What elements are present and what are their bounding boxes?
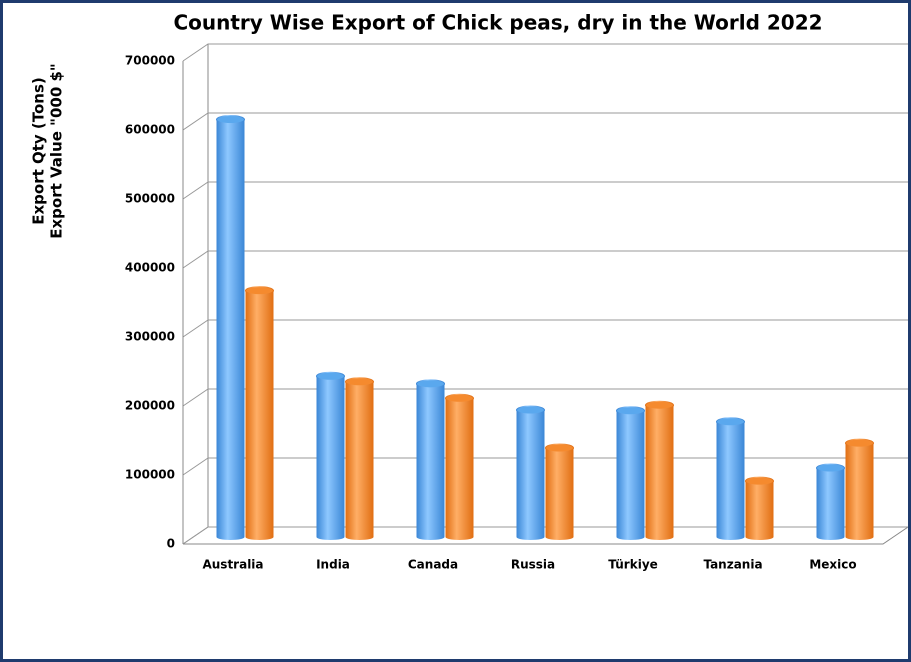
bar <box>445 398 474 537</box>
bar-cap <box>545 443 574 453</box>
chart: Country Wise Export of Chick peas, dry i… <box>30 11 908 572</box>
bar <box>845 443 874 537</box>
y-tick-label: 600000 <box>125 123 175 137</box>
bar-cap <box>345 377 374 387</box>
grid-line <box>182 181 908 200</box>
x-tick-label: Türkiye <box>608 558 658 572</box>
x-tick-label: Russia <box>511 558 555 572</box>
bar-cap <box>316 371 345 381</box>
grid-line <box>182 457 908 476</box>
x-tick-label: Mexico <box>809 558 856 572</box>
grid-line <box>182 526 908 545</box>
grid-line <box>182 112 908 131</box>
y-tick-label: 700000 <box>125 54 175 68</box>
y-tick-label: 300000 <box>125 330 175 344</box>
bar <box>816 468 845 537</box>
y-axis-label: Export Qty (Tons) <box>30 77 48 225</box>
bar-cap <box>216 115 245 125</box>
bar-cap <box>745 476 774 486</box>
bar-cap <box>645 400 674 410</box>
bar <box>745 481 774 537</box>
y-axis-label: Export Value "000 $" <box>48 63 66 238</box>
x-tick-label: Tanzania <box>703 558 762 572</box>
bar <box>516 410 545 537</box>
bar <box>345 381 374 537</box>
bar-cap <box>516 405 545 415</box>
bar-cap <box>616 406 645 416</box>
y-tick-label: 400000 <box>125 261 175 275</box>
bar-cap <box>445 393 474 403</box>
x-tick-label: Canada <box>408 558 458 572</box>
bar <box>216 119 245 538</box>
bar-cap <box>716 417 745 427</box>
bar <box>316 376 345 537</box>
bar-cap <box>845 438 874 448</box>
bar <box>716 421 745 537</box>
bar <box>245 290 274 537</box>
grid-line <box>182 319 908 338</box>
bar <box>545 447 574 537</box>
bar-cap <box>416 379 445 389</box>
y-tick-label: 500000 <box>125 192 175 206</box>
y-tick-label: 200000 <box>125 399 175 413</box>
y-tick-label: 0 <box>167 537 175 551</box>
x-tick-label: India <box>316 558 350 572</box>
x-tick-label: Australia <box>202 558 263 572</box>
grid-line <box>182 250 908 269</box>
grid-line <box>182 43 908 62</box>
y-tick-label: 100000 <box>125 468 175 482</box>
grid-line <box>182 388 908 407</box>
bar <box>645 405 674 537</box>
bar-cap <box>816 463 845 473</box>
bar-cap <box>245 286 274 296</box>
bar <box>416 383 445 537</box>
bar <box>616 410 645 537</box>
chart-title: Country Wise Export of Chick peas, dry i… <box>173 11 822 35</box>
